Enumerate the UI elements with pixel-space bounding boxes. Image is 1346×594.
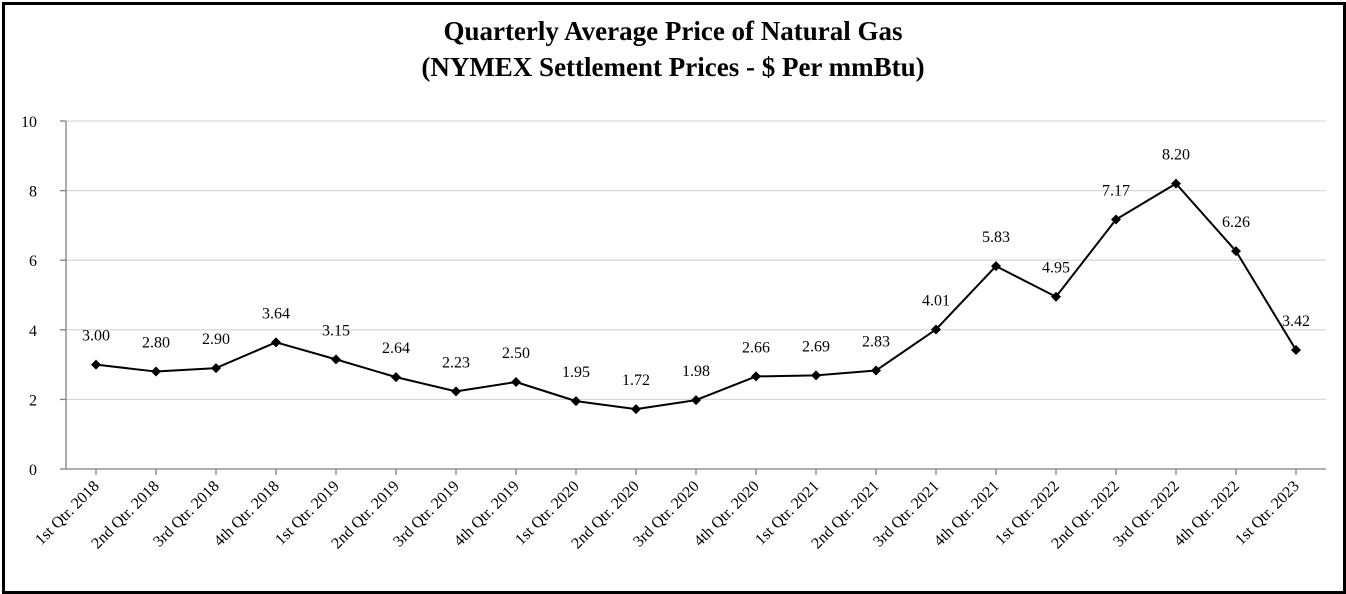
data-label: 2.66 — [742, 339, 770, 356]
y-tick-label: 4 — [29, 323, 37, 340]
chart-title-line-2: (NYMEX Settlement Prices - $ Per mmBtu) — [421, 52, 924, 82]
data-point-marker — [331, 354, 341, 365]
data-point-marker — [1231, 246, 1241, 257]
price-series — [91, 178, 1301, 415]
x-tick-label: 1st Qtr. 2023 — [1232, 478, 1303, 549]
data-label: 2.80 — [142, 335, 170, 352]
gridlines — [66, 120, 1326, 401]
data-point-marker — [271, 337, 281, 348]
data-point-marker — [1291, 344, 1301, 355]
data-label: 3.15 — [322, 322, 350, 339]
y-tick-label: 0 — [29, 462, 37, 479]
data-label: 8.20 — [1162, 147, 1190, 164]
data-point-marker — [451, 386, 461, 397]
data-label: 2.64 — [382, 340, 410, 357]
y-tick-label: 2 — [29, 392, 37, 409]
data-label: 1.95 — [562, 364, 590, 381]
axes — [60, 120, 1326, 475]
data-point-marker — [871, 365, 881, 376]
y-tick-label: 6 — [29, 253, 37, 270]
data-point-marker — [991, 261, 1001, 272]
data-label: 7.17 — [1102, 182, 1130, 199]
data-label: 4.95 — [1042, 260, 1070, 277]
data-label: 1.98 — [682, 363, 710, 380]
data-point-marker — [631, 404, 641, 415]
data-point-marker — [1111, 214, 1121, 225]
data-label: 3.42 — [1282, 313, 1310, 330]
y-tick-label: 10 — [21, 114, 37, 131]
data-point-marker — [811, 370, 821, 381]
data-point-marker — [691, 395, 701, 406]
y-tick-label: 8 — [29, 184, 37, 201]
data-point-marker — [391, 372, 401, 383]
data-label: 1.72 — [622, 372, 650, 389]
data-point-marker — [151, 366, 161, 377]
data-point-marker — [91, 359, 101, 370]
data-labels: 3.00 2.80 2.90 3.64 3.15 2.64 2.23 2.50 1.95 1.72… — [82, 147, 1310, 390]
data-label: 3.64 — [262, 305, 290, 322]
data-label: 2.23 — [442, 354, 470, 371]
data-point-marker — [1171, 178, 1181, 189]
data-label: 6.26 — [1222, 214, 1250, 231]
data-point-marker — [931, 324, 941, 335]
data-label: 4.01 — [922, 292, 950, 309]
data-label: 3.00 — [82, 328, 110, 345]
data-point-marker — [751, 371, 761, 382]
data-point-marker — [571, 396, 581, 407]
data-label: 2.50 — [502, 345, 530, 362]
chart-title-line-1: Quarterly Average Price of Natural Gas — [443, 16, 902, 46]
data-label: 5.83 — [982, 229, 1010, 246]
data-point-marker — [1051, 291, 1061, 302]
data-point-marker — [511, 377, 521, 387]
data-label: 2.83 — [862, 334, 890, 351]
y-tick-labels: 0 2 4 6 8 10 — [21, 114, 37, 479]
data-label: 2.69 — [802, 338, 830, 355]
data-label: 2.90 — [202, 331, 230, 348]
data-point-marker — [211, 363, 221, 374]
